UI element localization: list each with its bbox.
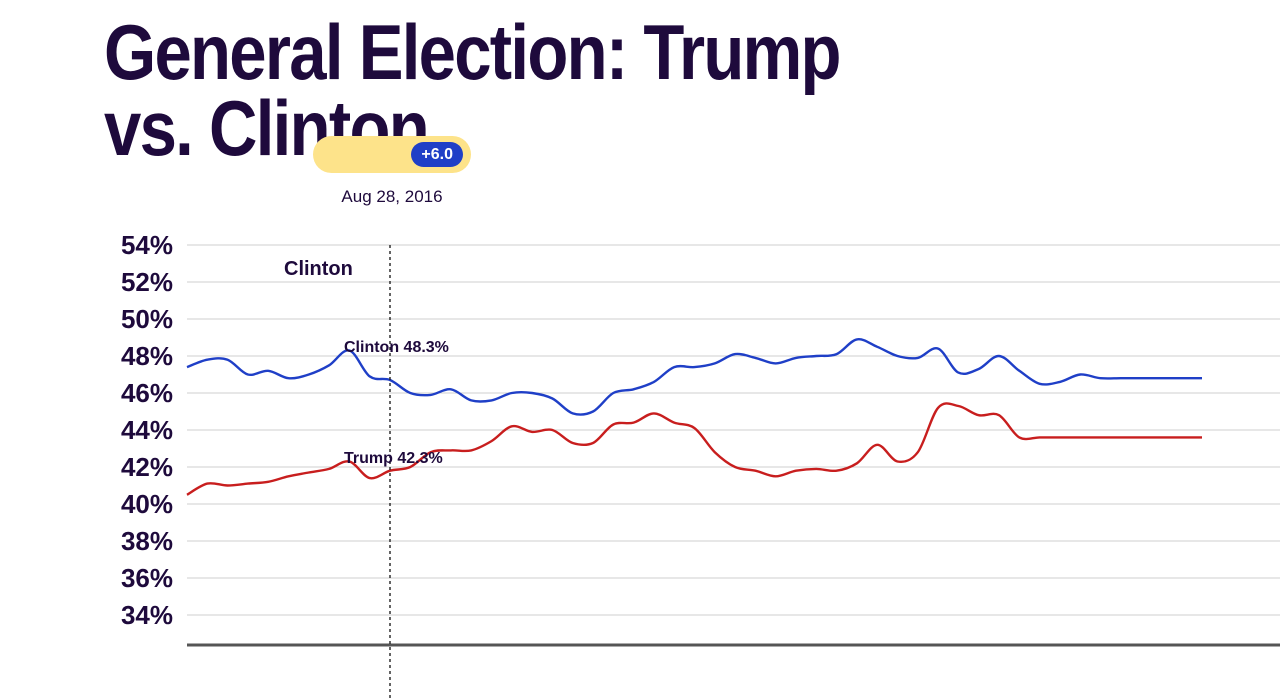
y-axis-ticks: 34% 36% 38% 40% 42% 44% 46% 48% 50% 52% 54% — [121, 230, 173, 630]
y-tick-label: 54% — [121, 230, 173, 260]
hover-tooltip: +6.0 — [313, 136, 471, 173]
series-lines — [186, 338, 1202, 496]
gridlines — [187, 244, 1280, 616]
y-tick-label: 34% — [121, 600, 173, 630]
y-tick-label: 42% — [121, 452, 173, 482]
y-tick-label: 48% — [121, 341, 173, 371]
y-tick-label: 44% — [121, 415, 173, 445]
page-title: General Election: Trump vs. Clinton — [104, 8, 841, 172]
trump-annotation: Trump 42.3% — [344, 450, 443, 467]
margin-badge: +6.0 — [411, 142, 463, 167]
y-tick-label: 50% — [121, 304, 173, 334]
y-tick-label: 40% — [121, 489, 173, 519]
y-tick-label: 52% — [121, 267, 173, 297]
clinton-line — [186, 338, 1202, 416]
y-tick-label: 38% — [121, 526, 173, 556]
hover-date: Aug 28, 2016 — [341, 187, 443, 206]
y-tick-label: 36% — [121, 563, 173, 593]
clinton-annotation: Clinton 48.3% — [344, 339, 449, 356]
y-tick-label: 46% — [121, 378, 173, 408]
trump-line — [186, 402, 1202, 496]
corner-label: Clinton — [284, 258, 353, 280]
